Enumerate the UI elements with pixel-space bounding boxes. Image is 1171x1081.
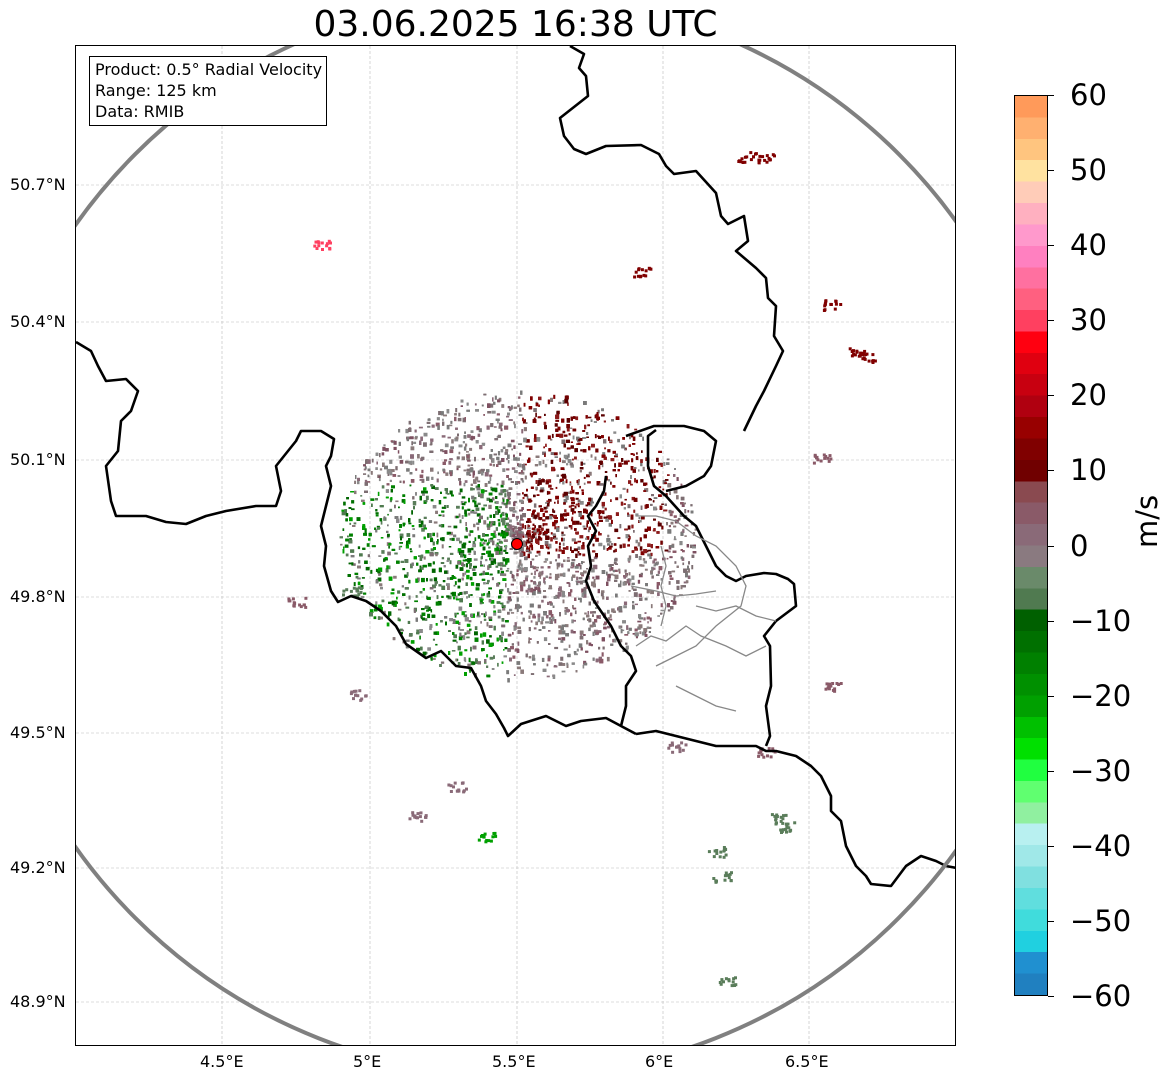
colorbar-tick-mark [1048, 320, 1054, 322]
colorbar-tick-label: −10 [1070, 603, 1132, 638]
lon-tick: 4.5°E [200, 1052, 244, 1071]
lat-tick: 49.2°N [10, 858, 66, 877]
colorbar-tick-mark [1048, 845, 1054, 847]
lat-tick: 49.8°N [10, 587, 66, 606]
lat-tick: 49.5°N [10, 723, 66, 742]
border-france-germany [635, 729, 955, 888]
lon-tick: 6.5°E [785, 1052, 829, 1071]
colorbar-tick-label: 0 [1070, 528, 1089, 563]
velocity-echoes [287, 151, 877, 988]
colorbar-tick-label: −50 [1070, 903, 1132, 938]
info-box: Product: 0.5° Radial Velocity Range: 125… [89, 56, 328, 126]
lat-tick: 50.4°N [10, 312, 66, 331]
info-range: Range: 125 km [95, 81, 217, 100]
lon-tick: 5.5°E [492, 1052, 536, 1071]
radar-map[interactable] [75, 45, 956, 1046]
colorbar [1014, 95, 1048, 996]
colorbar-tick-label: 20 [1070, 378, 1107, 413]
colorbar-tick-mark [1048, 620, 1054, 622]
colorbar-tick-mark [1048, 470, 1054, 472]
colorbar-tick-label: −30 [1070, 753, 1132, 788]
lat-tick: 50.7°N [10, 175, 66, 194]
colorbar-tick-mark [1048, 996, 1054, 997]
colorbar-tick-mark [1048, 695, 1054, 697]
colorbar-tick-label: 30 [1070, 303, 1107, 338]
map-canvas [76, 46, 955, 1045]
colorbar-tick-label: 40 [1070, 228, 1107, 263]
lat-tick: 50.1°N [10, 450, 66, 469]
colorbar-tick-label: 60 [1070, 78, 1107, 112]
colorbar-label: m/s [1130, 494, 1164, 548]
lon-tick: 6°E [645, 1052, 674, 1071]
chart-title: 03.06.2025 16:38 UTC [313, 4, 718, 45]
border-germany-west [558, 46, 785, 432]
colorbar-tick-mark [1048, 170, 1054, 172]
border-belgium-france [76, 340, 637, 738]
radar-site-marker [511, 538, 523, 550]
colorbar-tick-label: −60 [1070, 979, 1132, 1013]
border-lux-north [625, 424, 718, 493]
info-product: Product: 0.5° Radial Velocity [95, 60, 323, 79]
colorbar-tick-label: 50 [1070, 153, 1107, 188]
info-data: Data: RMIB [95, 102, 185, 121]
colorbar-tick-label: 10 [1070, 453, 1107, 488]
lat-tick: 48.9°N [10, 992, 66, 1011]
border-luxembourg [584, 475, 638, 727]
country-borders [76, 46, 955, 888]
colorbar-tick-mark [1048, 245, 1054, 247]
colorbar-tick-label: −20 [1070, 678, 1132, 713]
colorbar-tick-label: −40 [1070, 828, 1132, 863]
colorbar-tick-mark [1048, 920, 1054, 922]
colorbar-tick-mark [1048, 395, 1054, 397]
lon-tick: 5°E [353, 1052, 382, 1071]
regional-borders [630, 515, 777, 712]
colorbar-tick-mark [1048, 545, 1054, 547]
colorbar-tick-mark [1048, 770, 1054, 772]
border-lux-east [646, 428, 798, 747]
colorbar-tick-mark [1048, 95, 1054, 96]
